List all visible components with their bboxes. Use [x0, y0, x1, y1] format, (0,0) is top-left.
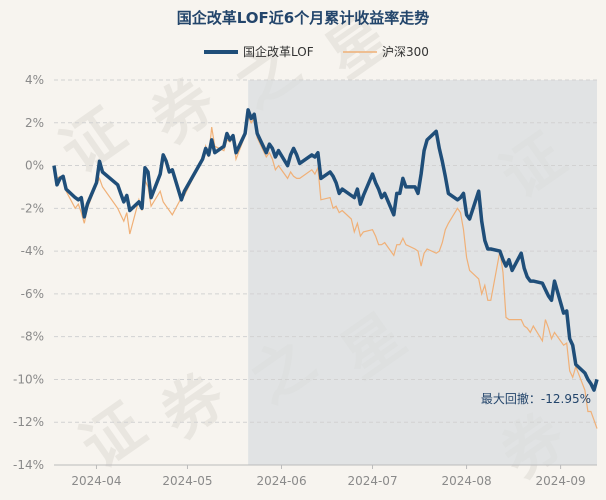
y-tick-label: -12%	[13, 415, 44, 429]
y-tick-label: -10%	[13, 372, 44, 386]
y-tick-label: 0%	[25, 159, 44, 173]
max-drawdown-annotation: 最大回撤：-12.95%	[481, 391, 591, 406]
gridlines	[54, 79, 597, 466]
watermark-char: 证	[68, 391, 157, 483]
y-tick-label: 2%	[25, 116, 44, 130]
y-tick-label: -2%	[21, 201, 44, 215]
watermark-char: 证	[48, 96, 137, 188]
x-tick-label: 2024-08	[441, 474, 491, 488]
x-tick-label: 2024-04	[71, 474, 121, 488]
y-tick-label: 4%	[25, 73, 44, 87]
watermark-char: 券	[148, 360, 238, 452]
x-tick-label: 2024-06	[256, 474, 306, 488]
legend-label-fund: 国企改革LOF	[243, 44, 314, 59]
x-tick-label: 2024-07	[347, 474, 397, 488]
watermark-char: 券	[138, 65, 228, 157]
series-line-hs300	[53, 114, 598, 429]
y-tick-label: -8%	[21, 330, 44, 344]
y-tick-label: -4%	[21, 244, 44, 258]
chart-title: 国企改革LOF近6个月累计收益率走势	[177, 9, 429, 27]
legend-label-index: 沪深300	[382, 45, 429, 59]
y-axis-tick-labels: 4% 2% 0% -2% -4% -6% -8% -10% -12% -14%	[13, 73, 44, 472]
y-tick-label: -14%	[13, 458, 44, 472]
x-tick-label: 2024-09	[536, 474, 586, 488]
shaded-region	[248, 80, 597, 465]
x-tick-label: 2024-05	[162, 474, 212, 488]
x-axis-tick-labels: 2024-04 2024-05 2024-06 2024-07 2024-08 2024-…	[71, 465, 586, 488]
legend: 国企改革LOF 沪深300	[204, 44, 429, 59]
y-tick-label: -6%	[21, 287, 44, 301]
series-line-fund	[52, 108, 599, 392]
